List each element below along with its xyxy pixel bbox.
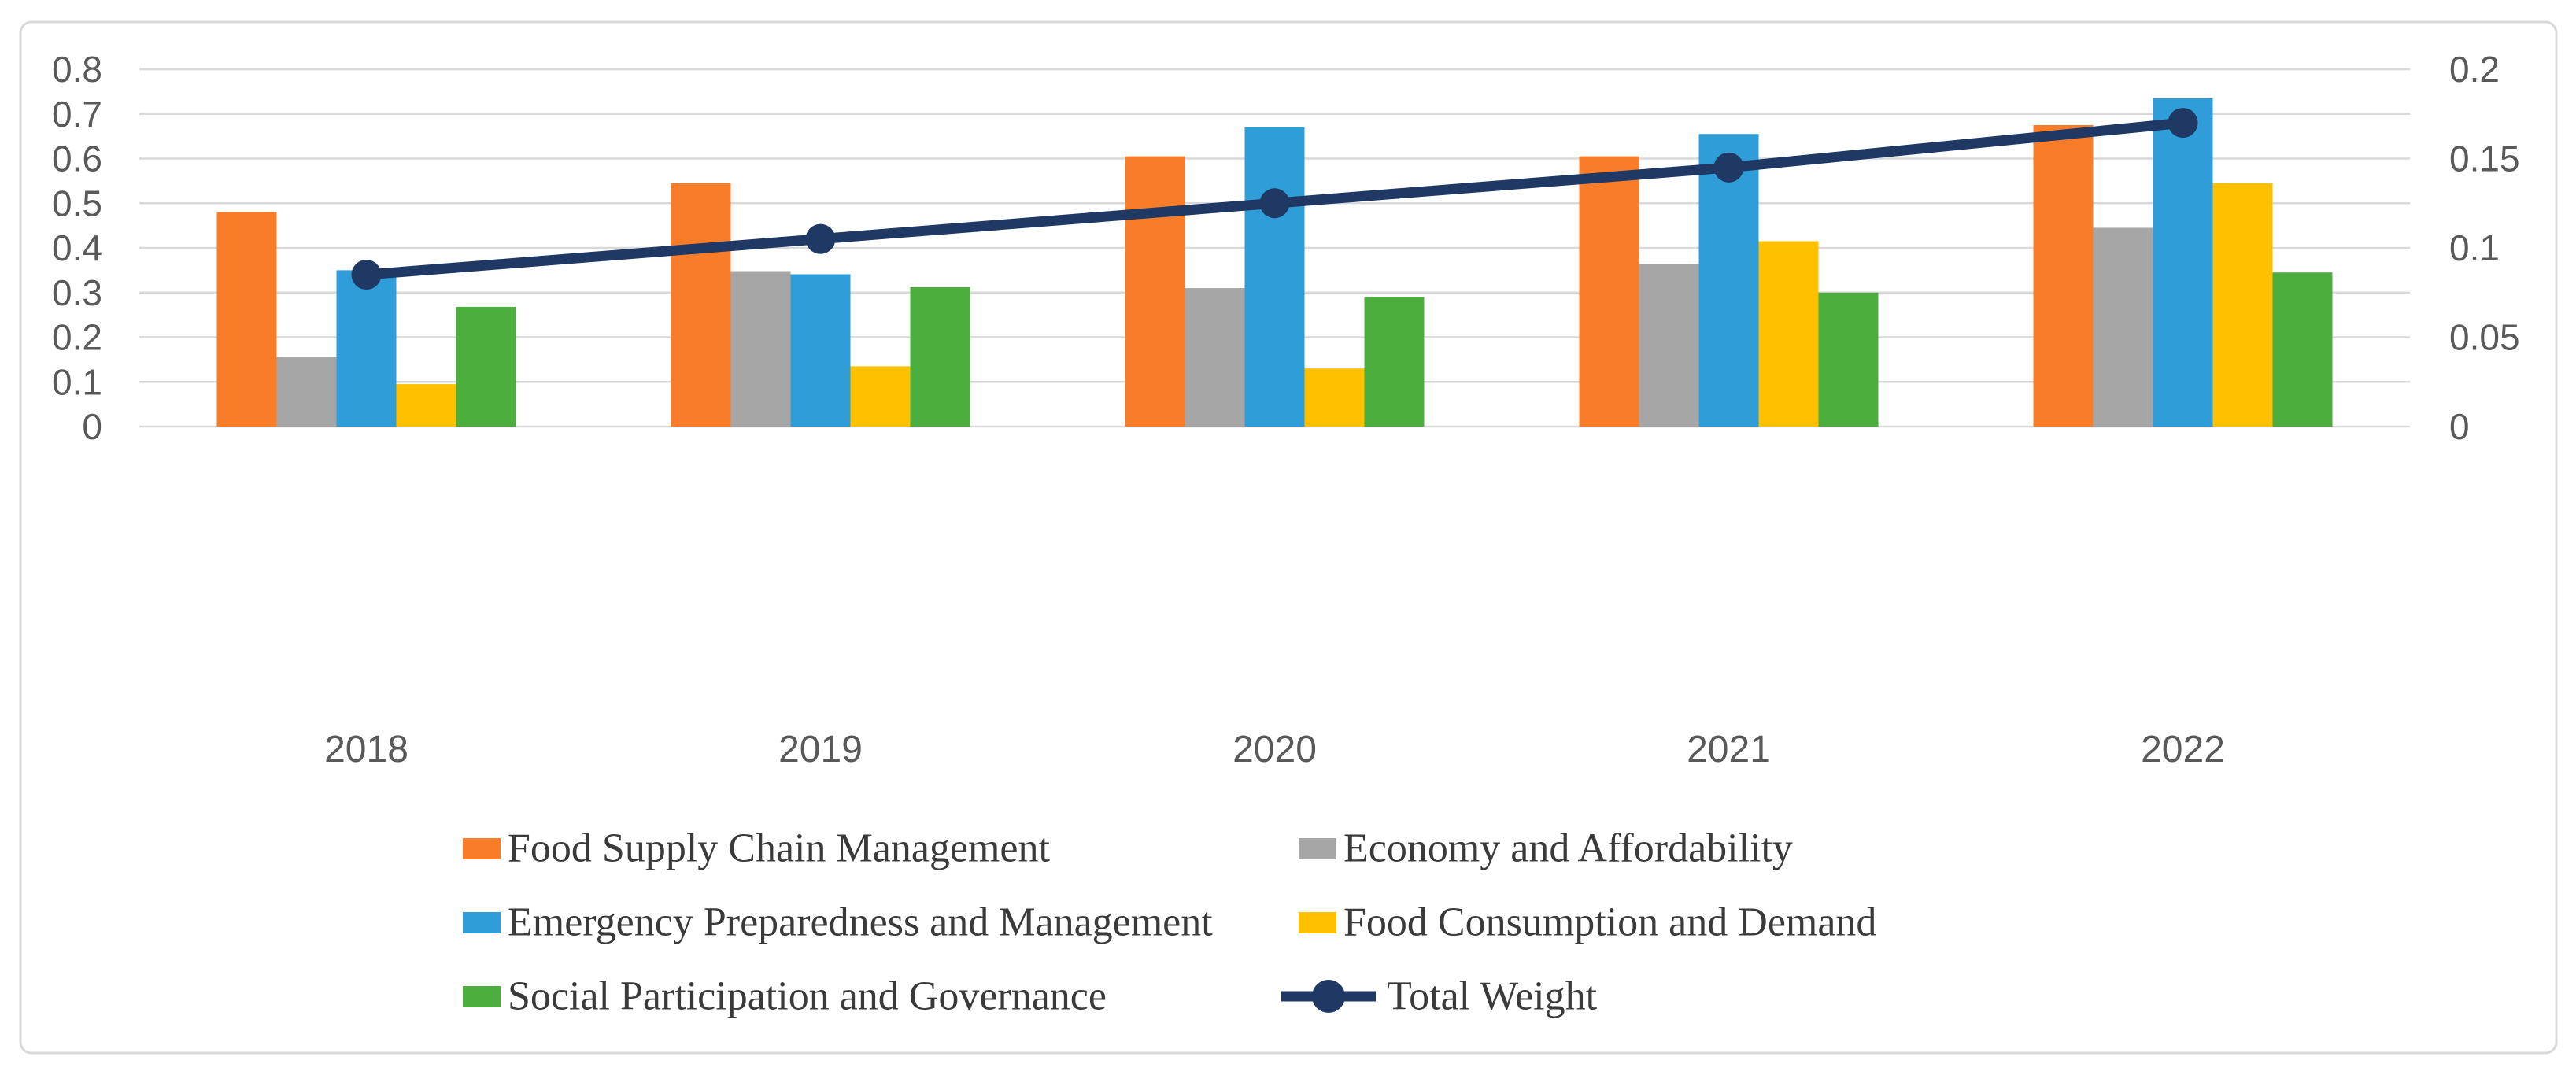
- legend-marker-dot-total-weight: [1312, 980, 1345, 1013]
- bar-economy-and-affordability-2019: [730, 271, 791, 427]
- marker-total-weight-2020: [1259, 188, 1290, 219]
- right-axis-tick-0.05: 0.05: [2449, 317, 2520, 358]
- bar-social-participation-and-governance-2018: [456, 306, 516, 427]
- bar-social-participation-and-governance-2021: [1818, 292, 1879, 427]
- x-axis-label-2020: 2020: [1233, 729, 1317, 770]
- bar-economy-and-affordability-2018: [276, 357, 337, 427]
- x-axis-label-2019: 2019: [778, 729, 863, 770]
- legend-label-economy-and-affordability: Economy and Affordability: [1343, 826, 1793, 871]
- left-axis-tick-0.8: 0.8: [52, 49, 102, 90]
- legend-item-food-supply-chain-management: Food Supply Chain Management: [463, 826, 1051, 871]
- bar-series-group: [216, 98, 2333, 427]
- bar-food-consumption-and-demand-2021: [1758, 241, 1819, 427]
- chart-border: [19, 20, 2558, 1055]
- bar-emergency-preparedness-and-management-2020: [1244, 127, 1305, 427]
- x-axis-labels: 2018 2019 2020 2021 2022: [324, 729, 2225, 770]
- legend-swatch-emergency-preparedness-and-management: [463, 912, 501, 933]
- bar-food-consumption-and-demand-2022: [2212, 183, 2273, 427]
- right-axis-tick-0.1: 0.1: [2449, 227, 2500, 268]
- series-social-participation-and-governance: [456, 272, 2333, 427]
- left-axis-tick-0.3: 0.3: [52, 272, 102, 313]
- legend-label-social-participation-and-governance: Social Participation and Governance: [508, 974, 1107, 1019]
- x-axis-label-2021: 2021: [1687, 729, 1771, 770]
- series-food-consumption-and-demand: [396, 183, 2273, 427]
- bar-emergency-preparedness-and-management-2019: [790, 274, 851, 427]
- left-axis-tick-0.5: 0.5: [52, 183, 102, 223]
- bar-emergency-preparedness-and-management-2018: [336, 270, 397, 427]
- bar-food-consumption-and-demand-2020: [1304, 368, 1365, 427]
- left-axis-tick-0.6: 0.6: [52, 139, 102, 179]
- bar-food-consumption-and-demand-2018: [396, 384, 456, 427]
- legend-item-emergency-preparedness-and-management: Emergency Preparedness and Management: [463, 900, 1213, 945]
- left-axis-tick-0.4: 0.4: [52, 227, 102, 268]
- legend-swatch-social-participation-and-governance: [463, 986, 501, 1007]
- bar-social-participation-and-governance-2019: [910, 286, 970, 427]
- line-series-group: [351, 108, 2198, 290]
- marker-total-weight-2021: [1713, 152, 1744, 183]
- bar-food-supply-chain-management-2018: [216, 212, 277, 427]
- series-emergency-preparedness-and-management: [336, 98, 2213, 427]
- left-axis-tick-0.7: 0.7: [52, 94, 102, 135]
- bar-food-supply-chain-management-2020: [1125, 156, 1185, 427]
- right-axis-labels: 0 0.05 0.1 0.15 0.2: [2449, 49, 2520, 447]
- bar-economy-and-affordability-2021: [1639, 264, 1699, 427]
- bar-emergency-preparedness-and-management-2022: [2153, 98, 2213, 427]
- legend-item-total-weight: Total Weight: [1281, 974, 1598, 1019]
- bar-economy-and-affordability-2020: [1185, 288, 1245, 427]
- left-axis-tick-0.1: 0.1: [52, 361, 102, 402]
- legend-item-food-consumption-and-demand: Food Consumption and Demand: [1299, 900, 1876, 945]
- legend-swatch-economy-and-affordability: [1299, 838, 1336, 859]
- x-axis-label-2022: 2022: [2141, 729, 2225, 770]
- series-economy-and-affordability: [276, 227, 2153, 427]
- marker-total-weight-2019: [805, 223, 836, 254]
- legend-label-food-supply-chain-management: Food Supply Chain Management: [508, 826, 1051, 871]
- legend-swatch-food-consumption-and-demand: [1299, 912, 1336, 933]
- bar-economy-and-affordability-2022: [2093, 227, 2153, 427]
- marker-total-weight-2018: [351, 260, 382, 290]
- left-axis-tick-0: 0: [82, 406, 102, 447]
- x-axis-label-2018: 2018: [324, 729, 408, 770]
- marker-total-weight-2022: [2168, 108, 2198, 139]
- bar-social-participation-and-governance-2022: [2272, 272, 2333, 427]
- bar-food-supply-chain-management-2019: [671, 183, 731, 427]
- bar-food-supply-chain-management-2021: [1579, 156, 1639, 427]
- right-axis-tick-0.2: 0.2: [2449, 49, 2500, 90]
- legend-label-food-consumption-and-demand: Food Consumption and Demand: [1343, 900, 1876, 945]
- bar-food-supply-chain-management-2022: [2033, 124, 2094, 427]
- right-axis-tick-0: 0: [2449, 406, 2470, 447]
- legend: Food Supply Chain Management Economy and …: [463, 826, 1876, 1019]
- left-axis-tick-0.2: 0.2: [52, 317, 102, 358]
- right-axis-tick-0.15: 0.15: [2449, 139, 2520, 179]
- legend-label-emergency-preparedness-and-management: Emergency Preparedness and Management: [508, 900, 1213, 945]
- left-axis-labels: 00.10.20.30.40.50.60.70.8: [52, 49, 102, 447]
- legend-item-economy-and-affordability: Economy and Affordability: [1299, 826, 1793, 871]
- bar-emergency-preparedness-and-management-2021: [1698, 134, 1759, 427]
- bar-food-consumption-and-demand-2019: [850, 366, 911, 427]
- series-food-supply-chain-management: [216, 124, 2094, 427]
- bar-social-participation-and-governance-2020: [1364, 297, 1425, 427]
- legend-label-total-weight: Total Weight: [1387, 974, 1598, 1019]
- legend-item-social-participation-and-governance: Social Participation and Governance: [463, 974, 1107, 1019]
- legend-swatch-food-supply-chain-management: [463, 838, 501, 859]
